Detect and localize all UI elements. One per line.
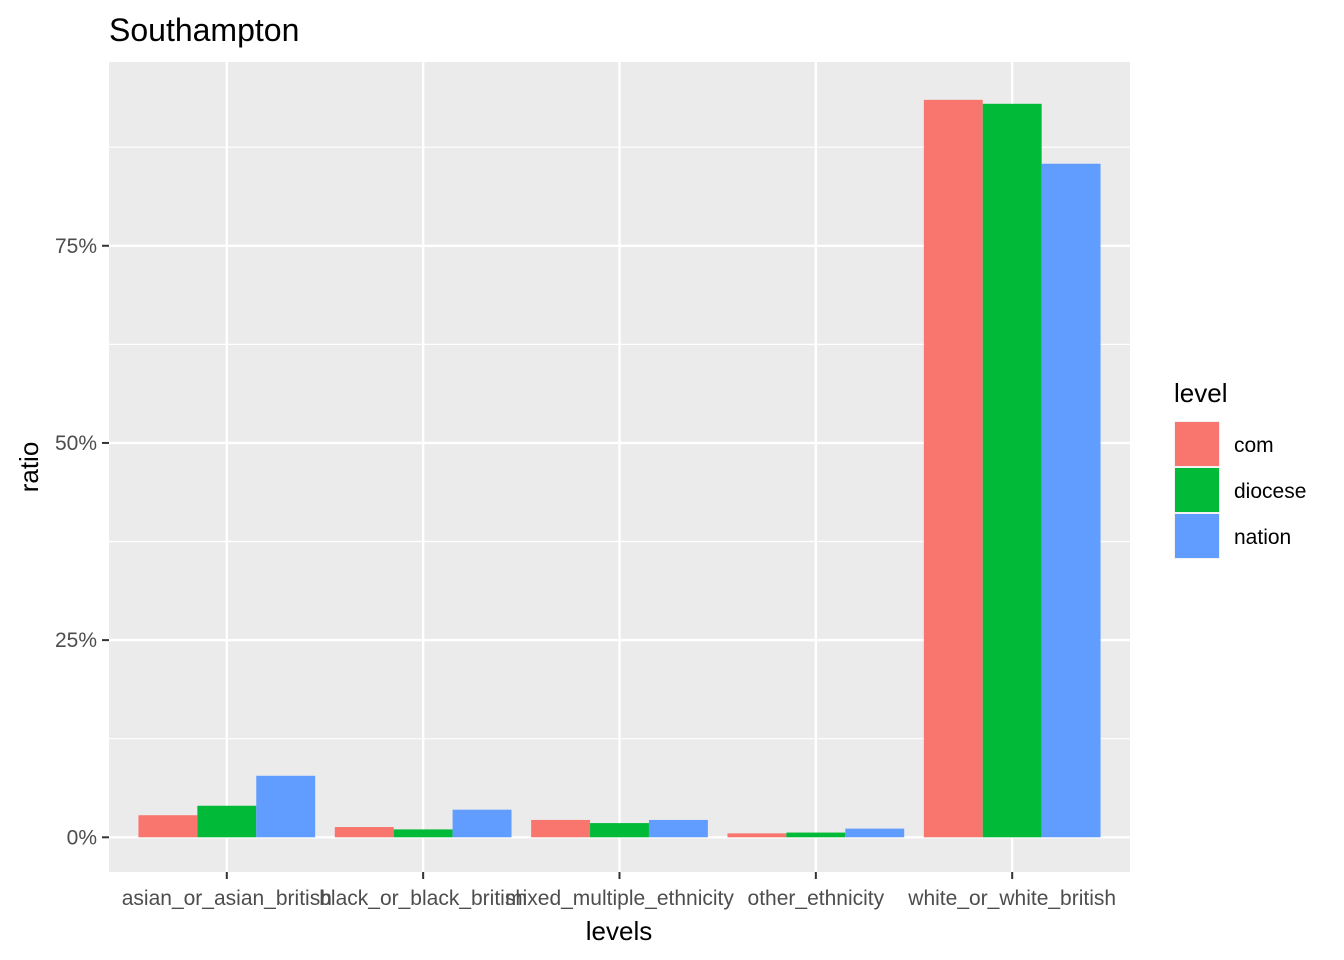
bar-com-black_or_black_british	[334, 827, 394, 838]
legend-label-diocese: diocese	[1234, 480, 1306, 503]
bar-nation-black_or_black_british	[452, 809, 512, 838]
bar-diocese-white_or_white_british	[982, 103, 1042, 838]
y-tick-label: 50%	[55, 432, 97, 455]
bar-nation-asian_or_asian_british	[256, 775, 316, 838]
bar-com-white_or_white_british	[923, 99, 983, 838]
bar-diocese-asian_or_asian_british	[197, 805, 257, 838]
bar-com-asian_or_asian_british	[138, 815, 198, 838]
bars	[138, 99, 1101, 838]
legend: level com diocese nation	[1174, 378, 1306, 559]
bar-com-other_ethnicity	[727, 833, 787, 838]
x-tick-label: white_or_white_british	[907, 887, 1116, 910]
y-tick-label: 25%	[55, 629, 97, 652]
x-axis: asian_or_asian_britishblack_or_black_bri…	[122, 872, 1116, 910]
y-tick-label: 0%	[67, 826, 97, 849]
legend-key-com	[1175, 422, 1219, 466]
legend-label-com: com	[1234, 434, 1274, 457]
bar-nation-other_ethnicity	[845, 828, 905, 838]
legend-title: level	[1174, 378, 1227, 408]
x-tick-label: other_ethnicity	[748, 887, 885, 910]
x-axis-title: levels	[586, 916, 652, 946]
x-tick-label: asian_or_asian_british	[122, 887, 332, 910]
y-axis: 0% 25% 50% 75%	[55, 235, 109, 849]
y-tick-label: 75%	[55, 235, 97, 258]
bar-diocese-black_or_black_british	[393, 829, 453, 838]
legend-items: com diocese nation	[1174, 421, 1306, 559]
chart-title: Southampton	[109, 12, 299, 48]
bar-diocese-mixed_multiple_ethnicity	[590, 823, 649, 838]
bar-com-mixed_multiple_ethnicity	[531, 819, 591, 838]
bar-diocese-other_ethnicity	[786, 832, 846, 838]
legend-key-nation	[1175, 514, 1219, 558]
y-axis-title: ratio	[14, 442, 44, 493]
bar-nation-white_or_white_british	[1041, 163, 1101, 838]
legend-key-diocese	[1175, 468, 1219, 512]
x-tick-label: mixed_multiple_ethnicity	[505, 887, 734, 910]
legend-label-nation: nation	[1234, 526, 1291, 549]
x-tick-label: black_or_black_british	[319, 887, 527, 910]
bar-nation-mixed_multiple_ethnicity	[648, 819, 708, 838]
